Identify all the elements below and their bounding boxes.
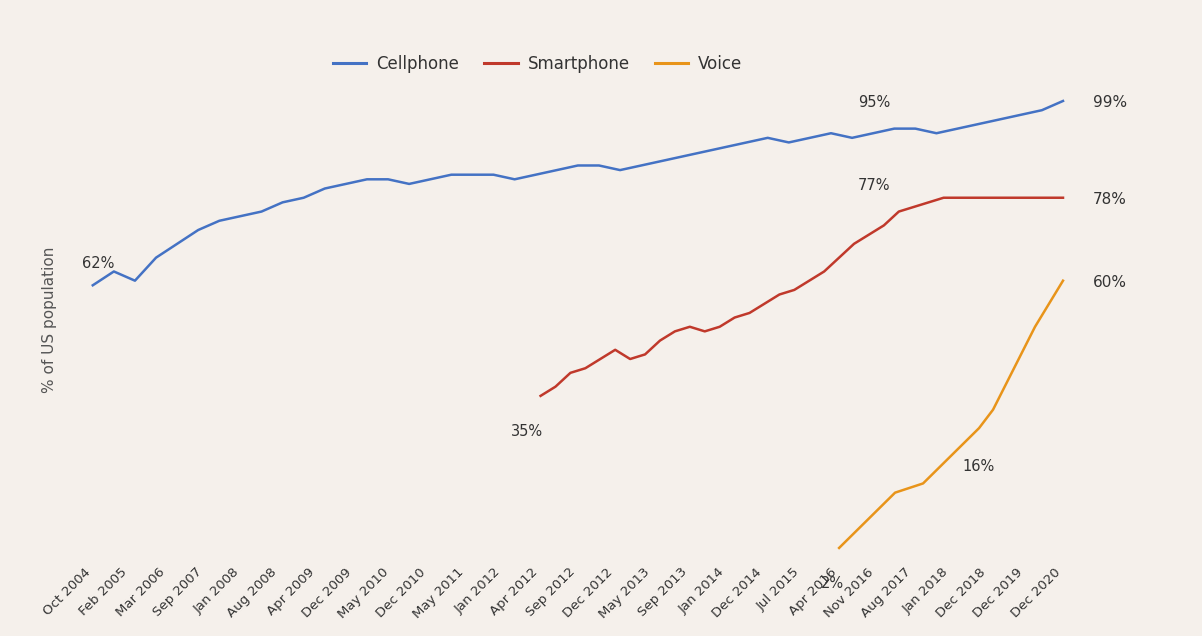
Text: 2%: 2% xyxy=(821,576,844,591)
Text: 62%: 62% xyxy=(82,256,114,272)
Text: 35%: 35% xyxy=(511,424,543,439)
Text: 95%: 95% xyxy=(858,95,889,110)
Legend: Cellphone, Smartphone, Voice: Cellphone, Smartphone, Voice xyxy=(326,48,749,80)
Text: 16%: 16% xyxy=(963,459,994,474)
Text: 77%: 77% xyxy=(858,178,891,193)
Y-axis label: % of US population: % of US population xyxy=(42,247,58,393)
